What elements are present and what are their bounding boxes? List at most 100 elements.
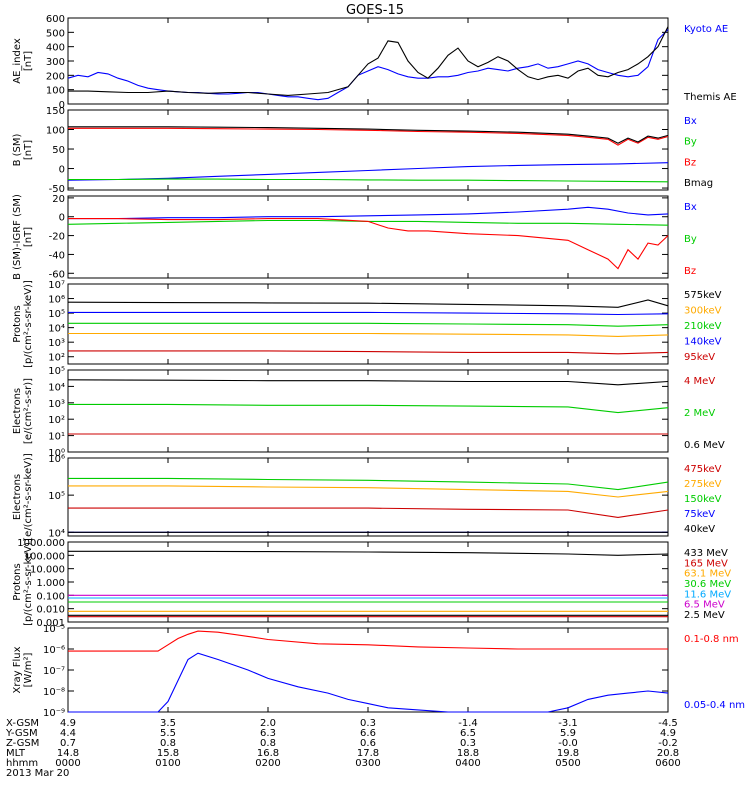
x-axis-value: 2.0 [260, 718, 276, 729]
y-axis-label: Electrons [12, 474, 23, 520]
series-line [68, 26, 669, 96]
y-tick-label: 10⁶ [48, 295, 65, 306]
x-axis-value: 0400 [455, 758, 480, 769]
x-axis-value: 6.3 [260, 728, 276, 739]
y-axis-label: Electrons [12, 388, 23, 434]
legend-entry: 75keV [684, 509, 715, 520]
legend-entry: 63.1 MeV [684, 569, 731, 580]
y-tick-label: 10² [48, 415, 65, 426]
x-axis-value: -4.5 [658, 718, 678, 729]
legend-entry: 4 MeV [684, 376, 715, 387]
panel-6: 0.001 0.010 0.100 1.000 10.000 100.000 1000.00… [12, 538, 731, 629]
x-axis-value: 4.9 [60, 718, 76, 729]
series-line [67, 162, 669, 181]
x-axis-value: 4.4 [60, 728, 76, 739]
y-tick-label: 1.000 [36, 578, 65, 589]
y-tick-label: 10.000 [30, 565, 65, 576]
series-line [67, 379, 669, 386]
panel-7: 10⁻⁹ 10⁻⁸ 10⁻⁷ 10⁻⁶ 10⁻⁵ Xray Flux [W/m²] 0.1-0… [12, 624, 745, 719]
series-line [68, 485, 669, 498]
legend-entry: 6.5 MeV [684, 600, 725, 611]
y-tick-label: 100.000 [24, 551, 65, 562]
series-line [68, 550, 669, 556]
legend-entry: By [684, 234, 697, 245]
x-axis-value: -1.4 [458, 718, 478, 729]
y-tick-label: 100 [46, 126, 65, 137]
x-axis-value: 20.8 [657, 748, 679, 759]
y-axis-label: [nT] [23, 227, 34, 247]
y-tick-label: 10⁻⁵ [43, 624, 65, 635]
panel-0: 0 100 200 300 400 500 600 AE_index [nT] Kyoto AE T… [12, 14, 737, 111]
y-tick-label: 0 [59, 213, 65, 224]
y-tick-label: 10⁴ [48, 324, 65, 335]
x-axis-value: 0500 [555, 758, 580, 769]
y-tick-label: 300 [46, 57, 65, 68]
series-line [68, 127, 669, 146]
series-line [68, 332, 669, 337]
x-axis-row-label: MLT [6, 748, 26, 759]
y-tick-label: 10⁻⁹ [43, 708, 65, 719]
x-axis-value: 0600 [655, 758, 680, 769]
x-axis-value: 17.8 [357, 748, 379, 759]
y-tick-label: 10² [48, 353, 65, 364]
y-tick-label: 500 [46, 28, 65, 39]
y-tick-label: 10⁵ [48, 366, 65, 377]
series-line [68, 630, 668, 652]
legend-entry: 150keV [684, 494, 722, 505]
y-tick-label: 10⁴ [48, 528, 65, 539]
series-line [68, 206, 669, 220]
panel-frame [67, 457, 669, 537]
legend-entry: 475keV [684, 464, 722, 475]
legend-entry: 0.6 MeV [684, 440, 725, 451]
y-tick-label: 600 [46, 14, 65, 25]
y-axis-label: [e/(cm²-s-sr)] [23, 378, 34, 444]
y-tick-label: 100 [46, 86, 65, 97]
x-axis-value: 6.5 [460, 728, 476, 739]
legend-entry: Themis AE [683, 92, 737, 103]
y-tick-label: 10⁰ [48, 448, 65, 459]
y-axis-label: [p/(cm²-s-sr-keV)] [23, 538, 34, 626]
panel-3: 10² 10³ 10⁴ 10⁵ 10⁶ 10⁷ Protons [p/(cm²-s-sr-ke… [12, 280, 722, 368]
panel-frame [67, 627, 669, 713]
y-tick-label: 50 [52, 145, 65, 156]
legend-entry: 11.6 MeV [684, 589, 731, 600]
x-axis-value: 3.5 [160, 718, 176, 729]
x-axis-value: 14.8 [57, 748, 79, 759]
y-axis-label: Xray Flux [12, 646, 23, 693]
legend-entry: 275keV [684, 479, 722, 490]
panel-2: -60 -40 -20 0 20 B (SM)-IGRF (SM) [nT] Bx By Bz [12, 194, 697, 280]
y-axis-label: [e/(cm²-s-sr-keV)] [23, 453, 34, 541]
x-axis-value: 16.8 [257, 748, 279, 759]
y-tick-label: 10⁵ [48, 491, 65, 502]
y-tick-label: -50 [49, 184, 65, 195]
x-axis-value: 18.8 [457, 748, 479, 759]
x-axis-value: 0.8 [260, 738, 276, 749]
y-tick-label: 10¹ [48, 432, 65, 443]
series-line [68, 507, 669, 518]
legend-entry: Bmag [684, 178, 713, 189]
y-axis-label: Protons [12, 563, 23, 600]
series-line [68, 477, 669, 491]
x-axis-value: 0.3 [460, 738, 476, 749]
x-axis-row-label: X-GSM [6, 718, 39, 729]
y-tick-label: 10⁻⁸ [43, 687, 65, 698]
x-axis-value: 0100 [155, 758, 180, 769]
x-axis-value: -0.0 [558, 738, 578, 749]
y-tick-label: -40 [49, 250, 65, 261]
y-tick-label: -60 [49, 269, 65, 280]
y-axis-label: [nT] [23, 140, 34, 160]
y-axis-label: [p/(cm²-s-sr-keV)] [23, 280, 34, 368]
series-line [68, 126, 669, 144]
x-axis-value: 0.7 [60, 738, 76, 749]
x-axis-row-label: hhmm [6, 758, 38, 769]
date-label: 2013 Mar 20 [6, 768, 69, 779]
x-axis-value: 0.8 [160, 738, 176, 749]
series-line [68, 218, 669, 270]
y-tick-label: 10³ [48, 399, 65, 410]
legend-entry: 0.05-0.4 nm [684, 700, 745, 711]
legend-entry: 575keV [684, 290, 722, 301]
panel-5: 10⁴ 10⁵ 10⁶ Electrons [e/(cm²-s-sr-keV)] 475k… [12, 453, 722, 541]
y-tick-label: 0.100 [36, 591, 65, 602]
y-tick-label: 0.010 [36, 605, 65, 616]
